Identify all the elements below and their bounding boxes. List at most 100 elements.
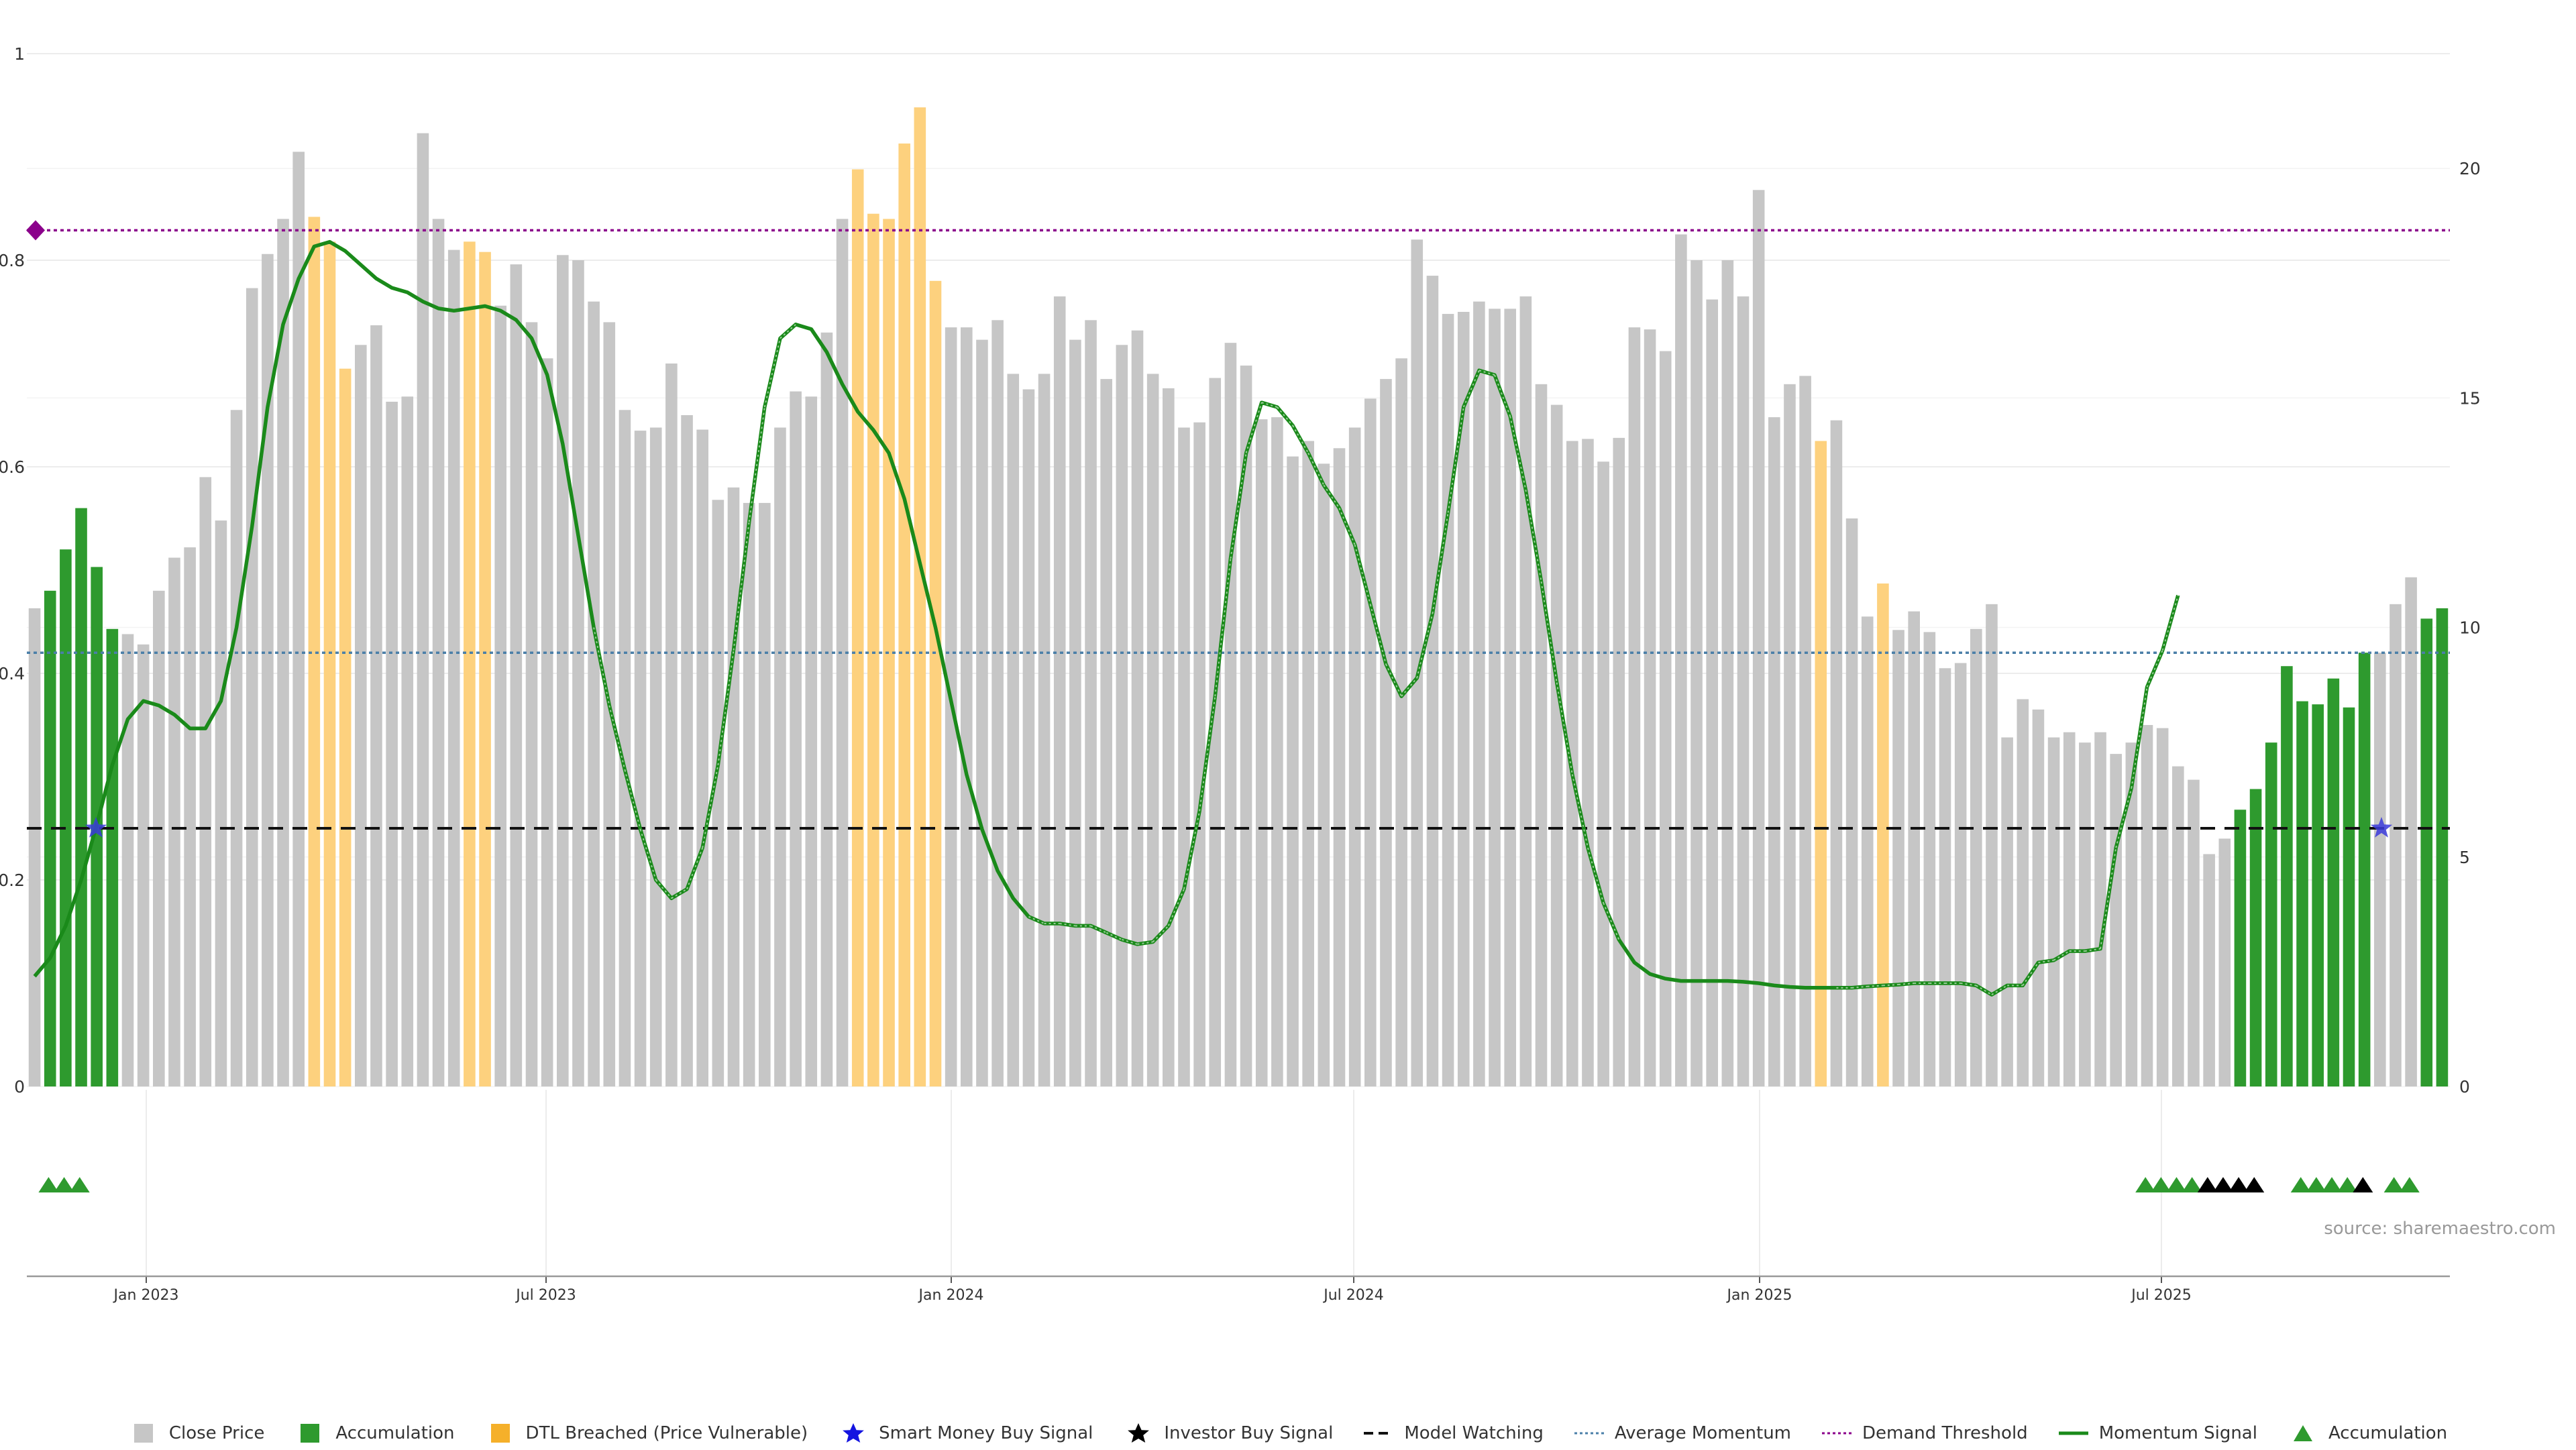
close-price-bar (991, 320, 1004, 1086)
accumulation-bar (2436, 608, 2449, 1086)
momentum-dotted-segment (2146, 650, 2163, 687)
close-price-bar (417, 133, 429, 1087)
momentum-dotted-segment (624, 769, 641, 830)
dtl-breached-bar (851, 169, 864, 1087)
momentum-dotted-segment (2131, 687, 2148, 789)
close-price-bar (262, 254, 274, 1086)
accumulation-triangle (2290, 1177, 2311, 1192)
close-price-bar (1302, 441, 1314, 1086)
x-tick-label: Jul 2025 (2130, 1287, 2192, 1304)
investor-buy-triangle (2212, 1177, 2233, 1192)
signal-markers (26, 220, 2420, 1192)
close-price-bar (1473, 301, 1485, 1087)
close-price-bar (1022, 389, 1035, 1086)
close-price-bar (1535, 384, 1548, 1086)
momentum-dotted-segment (655, 879, 672, 899)
chart-legend: Close Price Accumulation DTL Breached (Pri… (0, 1416, 2576, 1450)
accumulation-triangle (2399, 1177, 2420, 1192)
investor-buy-triangle (2197, 1177, 2218, 1192)
accumulation-triangle (2383, 1177, 2404, 1192)
price-bars (28, 107, 2449, 1087)
close-price-bar (494, 305, 506, 1086)
close-price-bar (2374, 653, 2386, 1086)
momentum-dotted-segment (1354, 545, 1371, 605)
close-price-bar (1970, 628, 1982, 1086)
momentum-dotted-segment (593, 627, 610, 706)
close-price-bar (386, 401, 398, 1086)
close-price-bar (820, 332, 833, 1086)
close-price-bar (649, 427, 662, 1086)
legend-item-accum_tri: Accumulation (2288, 1423, 2447, 1444)
legend-item-accum_bar: Accumulation (295, 1423, 455, 1444)
close-price-bar (246, 288, 258, 1087)
momentum-dotted-segment (1167, 889, 1185, 926)
dtl-breached-bar (1877, 583, 1889, 1086)
close-price-bar (1348, 427, 1361, 1086)
close-price-bar (2032, 709, 2045, 1086)
close-price-bar (2188, 779, 2200, 1086)
legend-symbol-avgmom (1574, 1423, 1604, 1444)
close-price-bar (1597, 461, 1609, 1086)
momentum-dotted-segment (1183, 811, 1201, 889)
momentum-dotted-segment (671, 888, 688, 899)
accumulation-bar (75, 508, 87, 1086)
close-price-bar (199, 477, 212, 1086)
legend-item-demand: Demand Threshold (1822, 1423, 2028, 1444)
accumulation-triangle (2151, 1177, 2171, 1192)
close-price-bar (1411, 239, 1424, 1087)
x-tick-label: Jul 2024 (1322, 1287, 1384, 1304)
close-price-bar (28, 608, 41, 1086)
momentum-dotted-segment (639, 829, 657, 881)
close-price-bar (1954, 663, 1967, 1086)
close-price-bar (2094, 732, 2106, 1086)
momentum-dotted-segment (1106, 932, 1122, 940)
accumulation-triangle (2135, 1177, 2156, 1192)
momentum-dotted-segment (1976, 985, 1992, 995)
legend-item-smart: Smart Money Buy Signal (839, 1423, 1093, 1444)
close-price-bar (1550, 404, 1563, 1086)
x-tick-label: Jan 2024 (918, 1287, 984, 1304)
accumulation-triangle (2166, 1177, 2187, 1192)
momentum-dotted-segment (1152, 925, 1169, 943)
close-price-bar (525, 322, 538, 1086)
momentum-dotted-segment (1571, 774, 1589, 848)
close-price-bar (292, 152, 305, 1086)
momentum-dotted-segment (2115, 787, 2133, 848)
right-tick-label: 0 (2459, 1077, 2470, 1097)
close-price-bar (1613, 437, 1625, 1086)
right-tick-label: 15 (2459, 388, 2481, 408)
close-price-bar (665, 364, 678, 1086)
accumulation-triangle (2337, 1177, 2358, 1192)
close-price-bar (447, 249, 460, 1087)
momentum-dotted-segment (780, 324, 796, 339)
left-tick-label: 0.2 (0, 871, 25, 890)
close-price-bar (2063, 732, 2076, 1086)
close-price-bar (2110, 754, 2122, 1086)
legend-label: Demand Threshold (1862, 1423, 2028, 1443)
accumulation-bar (2312, 704, 2324, 1086)
legend-label: Momentum Signal (2098, 1423, 2257, 1443)
close-price-bar (2017, 699, 2029, 1086)
close-price-bar (1830, 420, 1843, 1086)
close-price-bar (1287, 456, 1299, 1086)
close-price-bar (355, 345, 367, 1086)
accumulation-triangle (69, 1177, 90, 1192)
close-price-bar (774, 427, 786, 1086)
accumulation-bar (2249, 789, 2262, 1086)
close-price-bar (1069, 339, 1081, 1087)
close-price-bar (1255, 419, 1268, 1086)
close-price-bar (2047, 737, 2060, 1086)
momentum-dotted-segment (2161, 595, 2179, 651)
accumulation-bar (2296, 701, 2308, 1086)
close-price-bar (168, 557, 180, 1086)
close-price-bar (1224, 343, 1237, 1087)
left-tick-label: 0.8 (0, 251, 25, 270)
demand-threshold-marker (26, 220, 45, 241)
dtl-breached-bar (867, 213, 879, 1087)
close-price-bar (712, 500, 724, 1086)
legend-symbol-momsig (2058, 1423, 2088, 1444)
momentum-dotted-segment (1603, 902, 1620, 940)
accumulation-bar (44, 590, 56, 1086)
close-price-bar (1131, 330, 1144, 1087)
